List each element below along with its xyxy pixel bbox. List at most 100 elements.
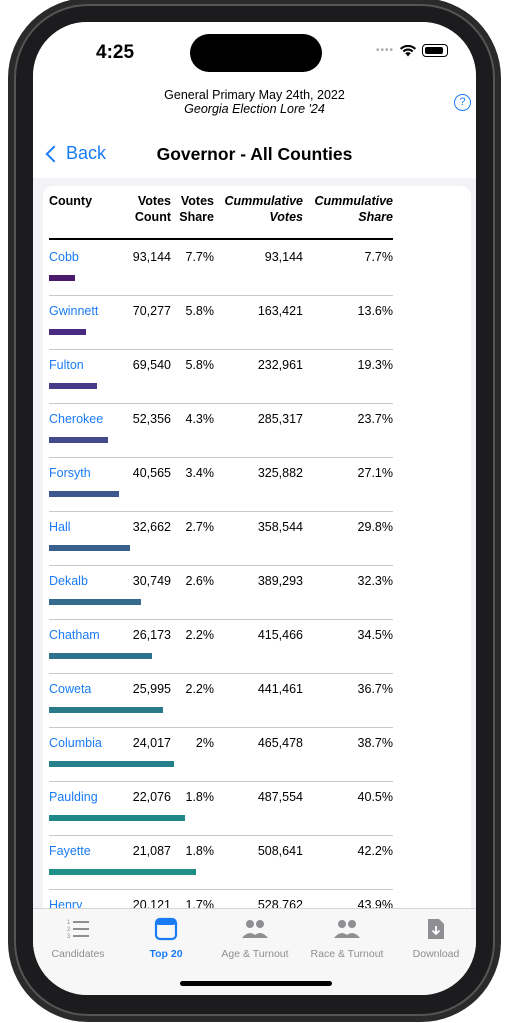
- svg-text:1: 1: [67, 920, 71, 926]
- cumulative-votes: 358,544: [257, 520, 303, 534]
- cumulative-share: 29.8%: [357, 520, 393, 534]
- votes-count: 69,540: [132, 358, 171, 372]
- status-time: 4:25: [96, 42, 135, 63]
- table-row: Chatham 26,173 2.2% 415,466 34.5%: [49, 619, 393, 674]
- share-bar: [49, 599, 141, 605]
- svg-text:3: 3: [67, 934, 71, 940]
- people-icon: [242, 920, 268, 938]
- cumulative-votes: 163,421: [257, 304, 303, 318]
- volume-up-button: [9, 248, 14, 320]
- wifi-icon: [400, 44, 416, 56]
- county-link[interactable]: Cherokee: [49, 412, 104, 426]
- volume-down-button: [9, 338, 14, 410]
- share-bar: [49, 437, 108, 443]
- cumulative-votes: 389,293: [257, 574, 303, 588]
- cumulative-share: 34.5%: [357, 628, 393, 642]
- col-votes-share: Votes Share: [179, 194, 214, 224]
- county-link[interactable]: Hall: [49, 520, 71, 534]
- table-row: Fayette 21,087 1.8% 508,641 42.2%: [49, 835, 393, 890]
- cumulative-votes: 285,317: [257, 412, 303, 426]
- mute-switch: [9, 180, 14, 216]
- cumulative-votes: 415,466: [257, 628, 303, 642]
- share-bar: [49, 653, 152, 659]
- people-icon: [334, 920, 360, 938]
- votes-share: 4.3%: [185, 412, 215, 426]
- county-link[interactable]: Columbia: [49, 736, 102, 750]
- status-bar: 4:25 ••••: [33, 22, 476, 80]
- col-county: County: [49, 194, 93, 208]
- county-link[interactable]: Chatham: [49, 628, 100, 642]
- cumulative-share: 27.1%: [357, 466, 393, 480]
- county-link[interactable]: Coweta: [49, 682, 92, 696]
- cumulative-votes: 465,478: [257, 736, 303, 750]
- table-header: County Votes Count Votes Share Cummulative…: [49, 194, 393, 240]
- cumulative-votes: 487,554: [257, 790, 303, 804]
- window-icon: [154, 917, 178, 941]
- county-link[interactable]: Dekalb: [49, 574, 88, 588]
- cumulative-share: 36.7%: [357, 682, 393, 696]
- download-doc-icon: [428, 919, 444, 939]
- share-bar: [49, 869, 196, 875]
- cumulative-votes: 441,461: [257, 682, 303, 696]
- county-link[interactable]: Gwinnett: [49, 304, 99, 318]
- votes-share: 5.8%: [185, 304, 215, 318]
- battery-icon: [422, 44, 448, 57]
- cumulative-votes: 232,961: [257, 358, 303, 372]
- share-bar: [49, 275, 75, 281]
- col-votes-count: Votes Count: [134, 194, 171, 224]
- cellular-signal-icon: ••••: [375, 45, 394, 56]
- election-subtitle: Georgia Election Lore '24: [184, 102, 325, 116]
- votes-count: 70,277: [132, 304, 171, 318]
- votes-count: 26,173: [132, 628, 171, 642]
- page-title: Governor - All Counties: [156, 144, 353, 164]
- table-row: Coweta 25,995 2.2% 441,461 36.7%: [49, 673, 393, 728]
- tab-bar: 1 2 3 Candidates Top 20 Age & Turnout: [33, 908, 476, 995]
- help-icon[interactable]: ?: [454, 94, 471, 111]
- table-row: Columbia 24,017 2% 465,478 38.7%: [49, 727, 393, 782]
- county-link[interactable]: Forsyth: [49, 466, 91, 480]
- election-title: General Primary May 24th, 2022: [164, 88, 345, 102]
- votes-share: 2.2%: [185, 682, 215, 696]
- svg-text:2: 2: [67, 927, 71, 933]
- table-row: Fulton 69,540 5.8% 232,961 19.3%: [49, 349, 393, 404]
- votes-count: 52,356: [132, 412, 171, 426]
- power-button: [495, 296, 500, 408]
- county-link[interactable]: Cobb: [49, 250, 79, 264]
- status-icons: ••••: [376, 44, 448, 57]
- county-link[interactable]: Fayette: [49, 844, 91, 858]
- cumulative-share: 23.7%: [357, 412, 393, 426]
- votes-count: 24,017: [132, 736, 171, 750]
- table-row: Hall 32,662 2.7% 358,544 29.8%: [49, 511, 393, 566]
- tab-label: Download: [412, 948, 460, 960]
- cumulative-share: 13.6%: [357, 304, 393, 318]
- cumulative-share: 7.7%: [364, 250, 394, 264]
- county-link[interactable]: Fulton: [49, 358, 84, 372]
- tab-label: Race & Turnout: [310, 948, 384, 960]
- table-row: Cobb 93,144 7.7% 93,144 7.7%: [49, 241, 393, 296]
- share-bar: [49, 761, 174, 767]
- cumulative-share: 40.5%: [357, 790, 393, 804]
- share-bar: [49, 329, 86, 335]
- share-bar: [49, 383, 97, 389]
- tab-label: Age & Turnout: [221, 948, 289, 960]
- votes-share: 2%: [195, 736, 214, 750]
- votes-count: 32,662: [132, 520, 171, 534]
- cumulative-votes: 93,144: [264, 250, 303, 264]
- votes-share: 7.7%: [185, 250, 215, 264]
- votes-count: 40,565: [132, 466, 171, 480]
- back-button[interactable]: Back: [44, 143, 106, 164]
- votes-count: 25,995: [132, 682, 171, 696]
- cumulative-share: 19.3%: [357, 358, 393, 372]
- table-row: Paulding 22,076 1.8% 487,554 40.5%: [49, 781, 393, 836]
- share-bar: [49, 545, 130, 551]
- votes-share: 3.4%: [185, 466, 215, 480]
- share-bar: [49, 707, 163, 713]
- col-cumulative-share: Cummulative Share: [314, 194, 394, 224]
- county-link[interactable]: Paulding: [49, 790, 98, 804]
- col-cumulative-votes: Cummulative Votes: [224, 194, 304, 224]
- votes-count: 93,144: [132, 250, 171, 264]
- list-number-icon: 1 2 3: [67, 920, 89, 940]
- cumulative-share: 38.7%: [357, 736, 393, 750]
- cumulative-votes: 325,882: [257, 466, 303, 480]
- table-row: Forsyth 40,565 3.4% 325,882 27.1%: [49, 457, 393, 512]
